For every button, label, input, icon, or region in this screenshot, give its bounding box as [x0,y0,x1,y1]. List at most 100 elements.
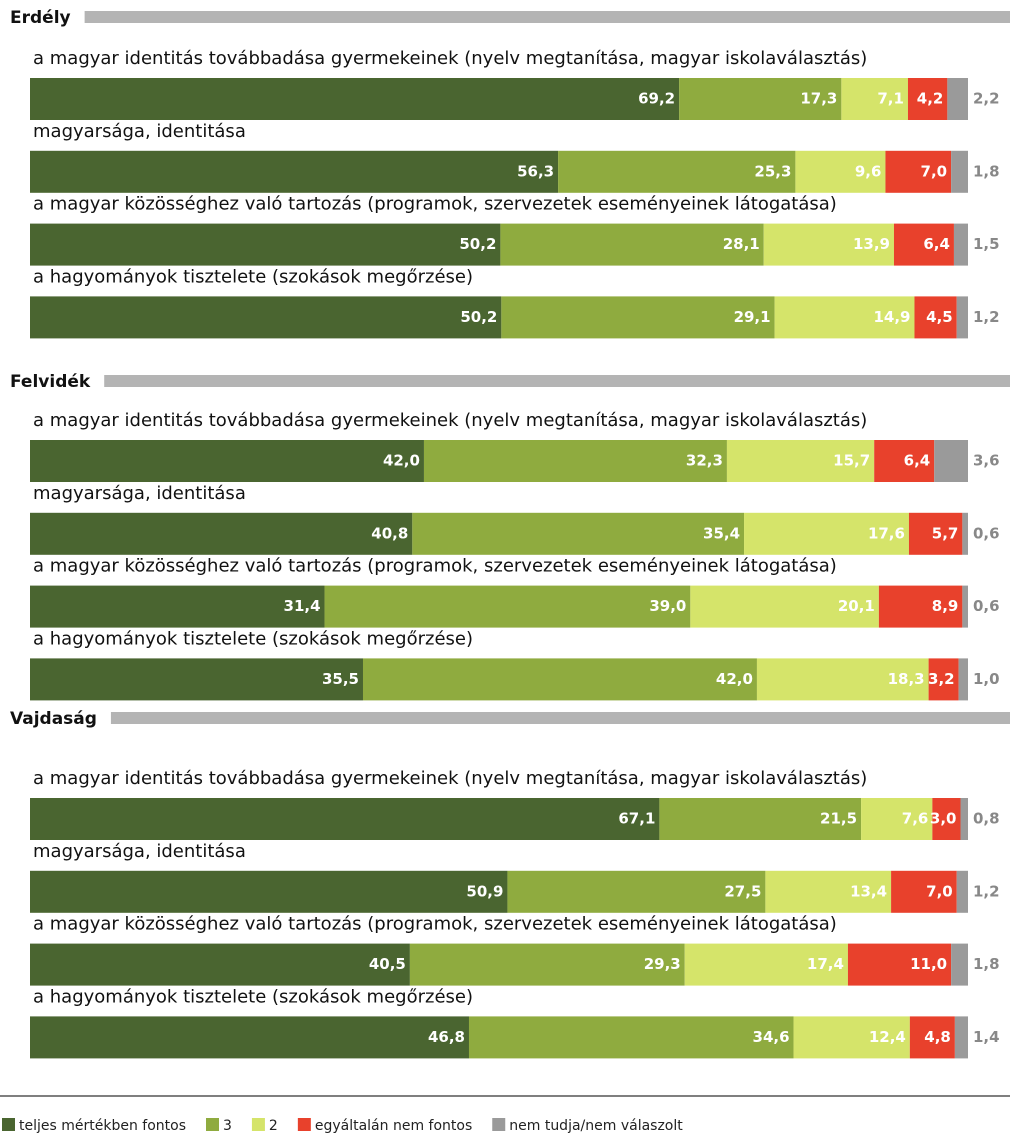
value-label: 0,8 [973,810,1000,828]
row-label: a hagyományok tisztelete (szokások megőr… [33,628,473,649]
bar-segment [878,585,963,628]
value-label: 1,5 [973,235,1000,253]
bar-segment [951,943,968,986]
row-label: a hagyományok tisztelete (szokások megőr… [33,266,473,287]
group-header-bar [104,375,1010,387]
value-label: 67,1 [618,810,655,828]
value-label: 8,9 [932,597,959,615]
bar-segment [907,78,948,120]
value-label: 20,1 [838,597,875,615]
value-label: 1,8 [973,162,1000,180]
value-label: 2,2 [973,90,1000,108]
bar-segment [956,296,968,339]
value-label: 7,6 [902,810,929,828]
bar-segment [558,150,796,193]
bar-segment [891,870,957,913]
row-label: a magyar közösséghez való tartozás (prog… [33,194,837,215]
legend-label: nem tudja/nem válaszolt [509,1118,683,1134]
value-label: 1,4 [973,1028,1000,1046]
bar-segment [765,870,892,913]
value-label: 4,5 [926,308,953,326]
value-label: 25,3 [754,162,791,180]
bar-segment [908,512,963,555]
value-label: 9,6 [855,162,882,180]
value-label: 4,2 [917,90,944,108]
bar-segment [30,512,413,555]
legend-swatch [297,1118,311,1131]
value-label: 50,2 [459,235,496,253]
value-label: 69,2 [638,90,675,108]
row-label: magyarsága, identitása [33,841,246,862]
value-label: 13,4 [850,882,887,900]
row-label: a magyar közösséghez való tartozás (prog… [33,556,837,577]
value-label: 28,1 [723,235,760,253]
value-label: 18,3 [888,670,925,688]
value-label: 40,5 [369,955,406,973]
legend-swatch [251,1118,265,1131]
bar-segment [962,585,968,628]
value-label: 1,2 [973,882,1000,900]
bar-segment [956,870,968,913]
bar-segment [30,150,559,193]
bar-segment [841,78,908,120]
legend-label: egyáltalán nem fontos [315,1118,472,1134]
bar-segment [893,223,954,266]
value-label: 17,3 [800,90,837,108]
bar-segment [362,658,757,701]
bar-segment [962,512,968,555]
legend-label: 3 [223,1118,232,1134]
value-label: 32,3 [686,452,723,470]
bar-segment [30,1016,469,1059]
value-label: 1,2 [973,308,1000,326]
legend-label: 2 [269,1118,278,1134]
value-label: 29,3 [644,955,681,973]
value-label: 42,0 [383,452,420,470]
bar-segment [847,943,952,986]
legend-label: teljes mértékben fontos [19,1118,186,1134]
value-label: 50,9 [466,882,503,900]
row-label: a hagyományok tisztelete (szokások megőr… [33,986,473,1007]
bar-segment [861,798,933,840]
bar-segment [500,223,764,266]
value-label: 35,4 [703,524,740,542]
value-label: 13,9 [853,235,890,253]
bar-segment [30,78,680,120]
value-label: 5,7 [932,524,959,542]
bar-segment [951,150,968,193]
value-label: 6,4 [923,235,950,253]
bar-segment [30,223,501,266]
row-label: a magyar identitás továbbadása gyermekei… [33,48,867,69]
bar-segment [960,798,968,840]
bar-segment [958,658,968,701]
row-label: a magyar identitás továbbadása gyermekei… [33,410,867,431]
value-label: 21,5 [820,810,857,828]
value-label: 6,4 [904,452,931,470]
group-header-bar [110,712,1010,724]
value-label: 7,0 [921,162,948,180]
bar-segment [928,658,959,701]
value-label: 1,0 [973,670,1000,688]
bar-segment [874,440,935,482]
bar-segment [726,440,875,482]
value-label: 12,4 [869,1028,906,1046]
value-label: 17,4 [807,955,844,973]
value-label: 14,9 [873,308,910,326]
row-label: magyarsága, identitása [33,483,246,504]
value-label: 27,5 [724,882,761,900]
value-label: 7,1 [877,90,904,108]
value-label: 40,8 [371,524,408,542]
bar-segment [756,658,929,701]
group-title: Felvidék [10,372,91,392]
bar-segment [30,585,325,628]
bar-segment [885,150,952,193]
bar-segment [934,440,968,482]
group-title: Erdély [10,8,71,28]
value-label: 46,8 [428,1028,465,1046]
bar-segment [932,798,961,840]
bar-segment [30,296,502,339]
value-label: 29,1 [734,308,771,326]
value-label: 0,6 [973,597,1000,615]
bar-segment [763,223,894,266]
bar-segment [30,798,660,840]
legend-swatch [2,1118,15,1131]
